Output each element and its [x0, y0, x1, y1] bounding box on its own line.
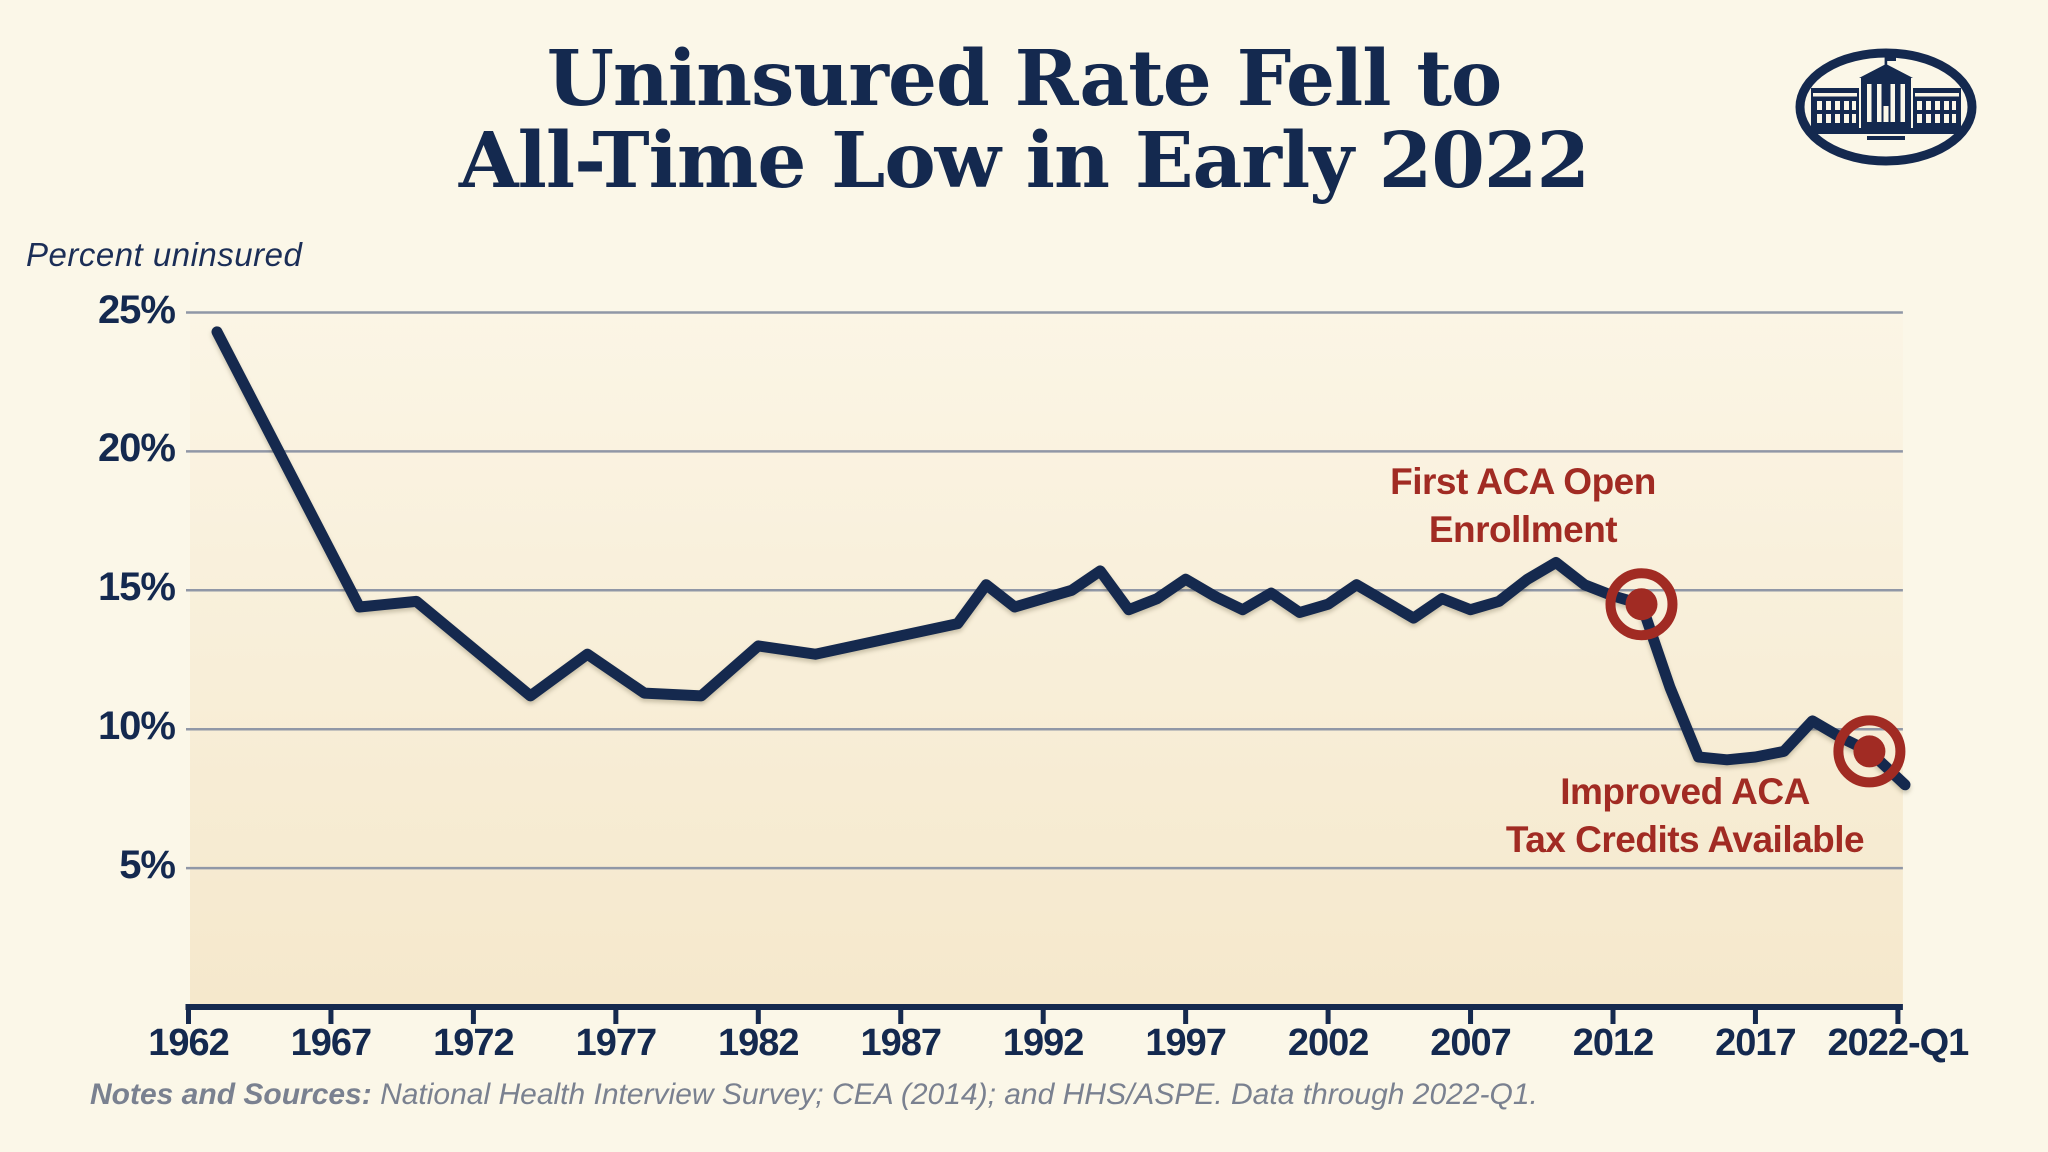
- x-tick-label: 1972: [433, 1022, 515, 1064]
- annotation-text-line: Enrollment: [1428, 509, 1618, 551]
- plot-area: [190, 312, 1903, 1007]
- notes-label: Notes and Sources:: [90, 1078, 372, 1111]
- annotation-marker-dot-0: [1625, 588, 1658, 621]
- annotation-first-aca-open-enrollment: First ACA Open Enrollment: [1323, 458, 1723, 554]
- x-tick-label: 1992: [1002, 1022, 1085, 1064]
- annotation-marker-ring-1: [1833, 715, 1906, 788]
- annotation-marker-ring-0: [1605, 568, 1678, 641]
- title-line-1: Uninsured Rate Fell to: [546, 34, 1503, 124]
- x-tick-label: 2017: [1715, 1022, 1797, 1064]
- annotation-marker-dot-1: [1853, 735, 1886, 768]
- x-tick-label: 2007: [1430, 1022, 1512, 1064]
- x-tick-label: 1987: [860, 1022, 942, 1064]
- notes-text: National Health Interview Survey; CEA (2…: [371, 1078, 1538, 1111]
- x-tick-label: 2002: [1287, 1022, 1370, 1064]
- y-tick-label: 5%: [119, 843, 176, 888]
- annotation-improved-aca-tax-credits: Improved ACA Tax Credits Available: [1435, 768, 1935, 864]
- uninsured-rate-line: [211, 326, 1911, 791]
- x-tick-label: 1997: [1145, 1022, 1227, 1064]
- y-tick-label: 10%: [97, 704, 176, 749]
- y-axis-label: Percent uninsured: [26, 236, 303, 273]
- y-tick-label: 20%: [97, 426, 176, 471]
- title-line-2: All-Time Low in Early 2022: [458, 116, 1590, 207]
- annotation-text-line: Improved ACA: [1560, 771, 1810, 812]
- x-tick-label: 1967: [290, 1022, 373, 1064]
- page-title: Uninsured Rate Fell to All-Time Low in E…: [0, 38, 2048, 203]
- notes-and-sources: Notes and Sources: National Health Inter…: [90, 1078, 1538, 1112]
- white-house-logo: [1795, 48, 1977, 166]
- x-tick-label: 1982: [718, 1022, 800, 1064]
- white-house-icon: [1795, 48, 1977, 166]
- x-tick-label: 1977: [575, 1022, 658, 1064]
- x-tick-label: 1962: [148, 1022, 230, 1064]
- annotation-text-line: Tax Credits Available: [1505, 819, 1865, 861]
- x-tick-label: 2022-Q1: [1827, 1022, 1969, 1064]
- y-tick-label: 25%: [97, 287, 176, 332]
- annotation-text-line: First ACA Open: [1390, 461, 1656, 502]
- x-tick-label: 2012: [1572, 1022, 1655, 1064]
- y-tick-label: 15%: [97, 565, 176, 610]
